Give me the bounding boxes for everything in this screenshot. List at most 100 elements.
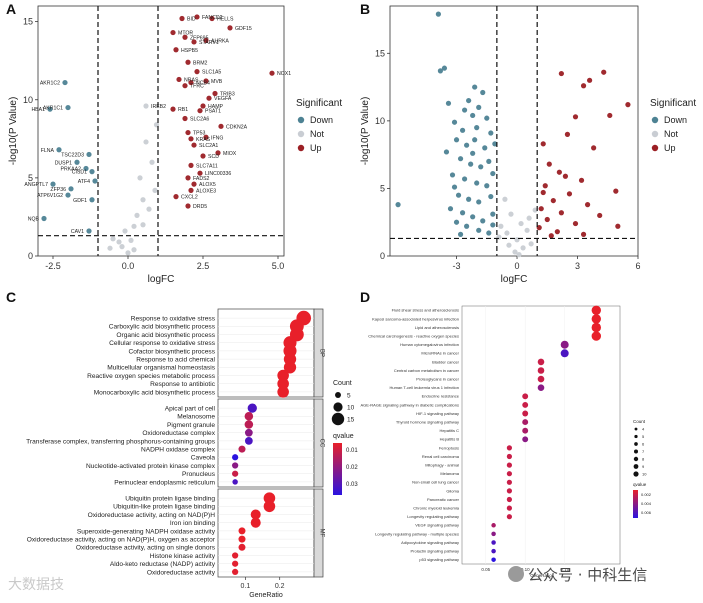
data-point [520,245,526,251]
data-point [206,95,212,101]
size-legend-label: 4 [642,427,645,432]
gene-label: FANCD2 [202,15,223,21]
gene-label: MVB [211,79,223,85]
data-point [480,89,486,96]
term-label: Glioma [446,488,459,493]
data-point [459,210,466,216]
data-point [486,230,492,236]
data-point [518,220,524,227]
data-point [484,115,490,121]
data-point [601,69,607,75]
data-point [131,223,137,229]
data-point [508,211,514,217]
data-point [476,227,482,233]
color-legend-label: 0.004 [641,501,652,506]
y-axis-label: -log10(P Value) [8,97,19,166]
gene-label: TP53 [193,131,206,137]
facet-strip [313,398,324,488]
term-label: Pancreatic cancer [427,497,460,502]
data-point [182,34,188,40]
data-point [203,37,209,43]
term-dot [232,462,239,469]
size-legend-label: 6 [642,442,645,447]
term-dot [506,488,512,494]
data-point [538,206,544,212]
term-label: Prolactin signaling pathway [411,549,459,554]
data-point [128,237,134,243]
gene-label: DUSP1 [55,160,72,166]
gene-label: PSAT1 [205,109,221,115]
term-label: Pigment granule [167,422,215,429]
term-dot [232,479,238,485]
data-point [468,161,474,167]
term-label: Lipid and atherosclerosis [415,325,459,330]
x-tick-label: 3 [575,261,580,271]
term-label: Thyroid hormone signaling pathway [396,420,459,425]
facet-strip [313,308,324,398]
legend-label-not: Not [664,129,679,139]
gene-label: CXCL2 [181,195,198,201]
data-point [119,244,125,250]
gene-label: RB1 [178,107,188,113]
color-legend-label: 0.02 [346,465,358,471]
data-point [188,79,194,86]
gene-label: ZFP695 [190,35,209,41]
term-label: Apical part of cell [165,406,216,413]
term-label: Human T-cell leukemia virus 1 infection [389,385,459,390]
data-point [62,79,68,86]
gene-label: MTOR [178,31,193,37]
size-legend-dot [335,392,341,398]
x-tick-label: 0 [515,261,520,271]
data-point [478,164,484,170]
data-point [625,102,631,108]
term-label: Chemical carcinogenesis - reactive oxyge… [368,334,459,339]
y-tick-label: 10 [23,95,33,105]
term-label: Perinuclear endoplasmic reticulum [114,479,215,486]
x-axis-label: GeneRatio [530,573,552,578]
gene-label: HBA1 [31,107,45,113]
term-label: Cofactor biosynthetic process [129,348,216,355]
data-point [176,76,182,83]
term-label: Human cytomegalovirus infection [400,342,459,347]
term-dot [537,367,545,374]
size-legend-title: Count [333,380,352,387]
data-point [143,139,149,145]
term-label: Adipocytokine signaling pathway [401,540,459,545]
term-dot [591,322,601,333]
x-tick-label: -3 [453,261,461,271]
term-label: Non-small cell lung cancer [412,480,460,485]
data-point [597,212,603,219]
legend-title: Significant [296,98,342,109]
data-point [470,150,476,156]
size-legend-label: 9 [642,464,645,469]
term-dot [263,500,276,513]
data-point [492,141,498,147]
data-point [486,158,492,165]
data-point [488,193,494,200]
x-tick-label: 6 [635,261,640,271]
term-label: Hepatitis C [439,428,459,433]
data-point [580,83,587,89]
term-label: Chronic myeloid leukemia [413,506,460,511]
size-legend-label: 5 [347,393,351,400]
term-label: Caveola [191,455,216,462]
term-dot [277,377,289,390]
data-point [194,14,200,20]
data-point [173,47,179,53]
data-point [441,65,448,71]
gene-label: BID [187,17,196,23]
data-point [140,197,146,203]
size-legend-label: 15 [347,417,355,424]
data-point [203,134,209,140]
term-label: Kaposi sarcoma-associated herpesvirus in… [372,316,459,321]
legend-title: Significant [650,98,696,109]
x-tick-label: 0.1 [241,583,251,590]
data-point [472,137,478,143]
data-point [615,223,621,229]
data-point [131,247,137,253]
data-point [218,123,224,129]
term-label: Response to acid chemical [136,357,215,364]
term-dot [506,505,512,511]
data-point [179,15,185,22]
term-dot [263,492,276,504]
